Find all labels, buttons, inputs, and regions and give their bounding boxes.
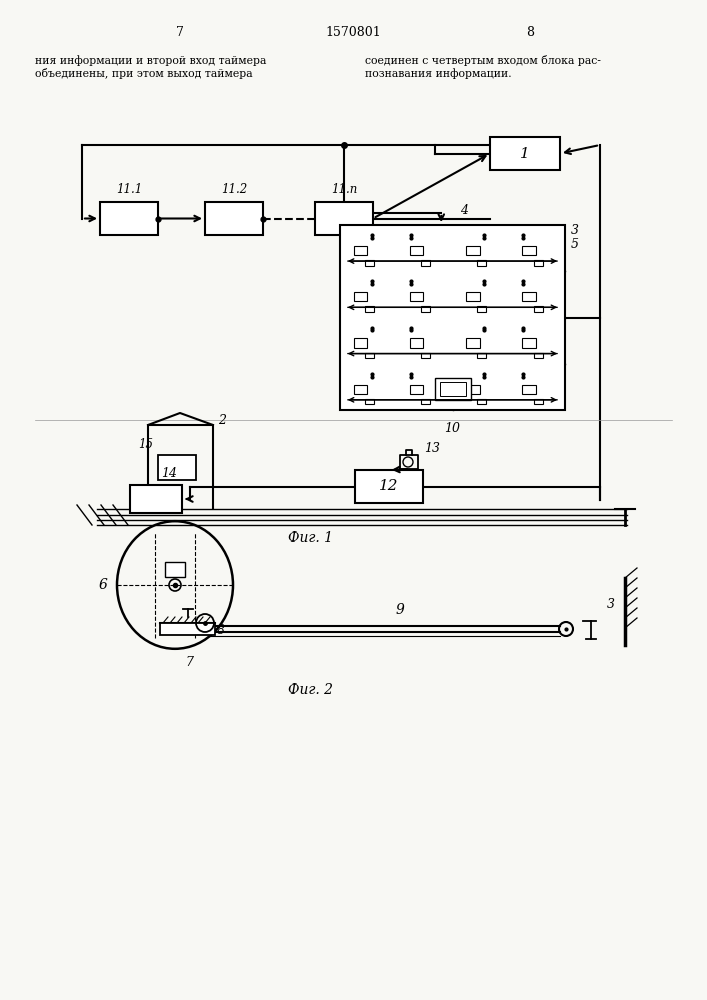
Bar <box>477 306 486 312</box>
Text: 6: 6 <box>98 578 107 592</box>
Bar <box>340 225 565 410</box>
Bar <box>410 292 423 301</box>
Bar <box>477 353 486 358</box>
Bar <box>158 455 196 480</box>
Bar <box>421 306 430 312</box>
Text: 3: 3 <box>607 598 615 611</box>
Text: 10: 10 <box>445 422 460 435</box>
Text: ния информации и второй вход таймера
объединены, при этом выход таймера: ния информации и второй вход таймера объ… <box>35 55 267 79</box>
Text: 13: 13 <box>424 442 440 454</box>
Text: 8: 8 <box>217 624 225 638</box>
Bar <box>354 292 367 301</box>
Bar <box>205 202 263 235</box>
Bar <box>315 202 373 235</box>
Bar <box>522 292 536 301</box>
Bar <box>365 306 374 312</box>
Bar <box>100 202 158 235</box>
Bar <box>365 399 374 404</box>
Bar <box>410 246 423 255</box>
Bar <box>355 470 423 503</box>
Text: 7: 7 <box>185 656 193 670</box>
Bar <box>522 338 536 348</box>
Text: 14: 14 <box>161 467 177 480</box>
Bar <box>165 562 185 577</box>
Bar <box>534 399 542 404</box>
Text: 5: 5 <box>571 238 579 251</box>
Bar <box>466 338 479 348</box>
Bar <box>522 385 536 394</box>
Bar <box>421 399 430 404</box>
Bar <box>421 353 430 358</box>
Text: 7: 7 <box>176 25 184 38</box>
Bar <box>160 623 215 635</box>
Bar <box>130 485 182 513</box>
Bar <box>466 292 479 301</box>
Text: 11.2: 11.2 <box>221 183 247 196</box>
Text: Фиг. 1: Фиг. 1 <box>288 531 332 545</box>
Bar <box>410 338 423 348</box>
Bar <box>477 399 486 404</box>
Bar <box>534 306 542 312</box>
Bar <box>365 353 374 358</box>
Text: 8: 8 <box>526 25 534 38</box>
Bar <box>466 385 479 394</box>
Bar <box>354 385 367 394</box>
Text: 9: 9 <box>395 603 404 617</box>
Text: Фиг. 2: Фиг. 2 <box>288 683 332 697</box>
Bar <box>354 246 367 255</box>
Text: соединен с четвертым входом блока рас-
познавания информации.: соединен с четвертым входом блока рас- п… <box>365 55 601 79</box>
Bar <box>440 382 465 396</box>
Bar <box>421 260 430 266</box>
Bar <box>522 246 536 255</box>
Text: 15: 15 <box>138 438 153 451</box>
Text: 12: 12 <box>379 480 399 493</box>
Text: 2: 2 <box>218 414 226 426</box>
Bar <box>477 260 486 266</box>
Text: 4: 4 <box>460 204 468 217</box>
Bar <box>435 378 470 400</box>
Text: 3: 3 <box>571 224 579 236</box>
Bar <box>490 137 560 170</box>
Bar <box>466 246 479 255</box>
Bar <box>410 385 423 394</box>
Text: 11.п: 11.п <box>331 183 357 196</box>
Bar <box>534 260 542 266</box>
Bar <box>534 353 542 358</box>
Bar <box>354 338 367 348</box>
Text: 1570801: 1570801 <box>325 25 381 38</box>
Bar <box>365 260 374 266</box>
Text: 11.1: 11.1 <box>116 183 142 196</box>
Text: 1: 1 <box>520 146 530 160</box>
